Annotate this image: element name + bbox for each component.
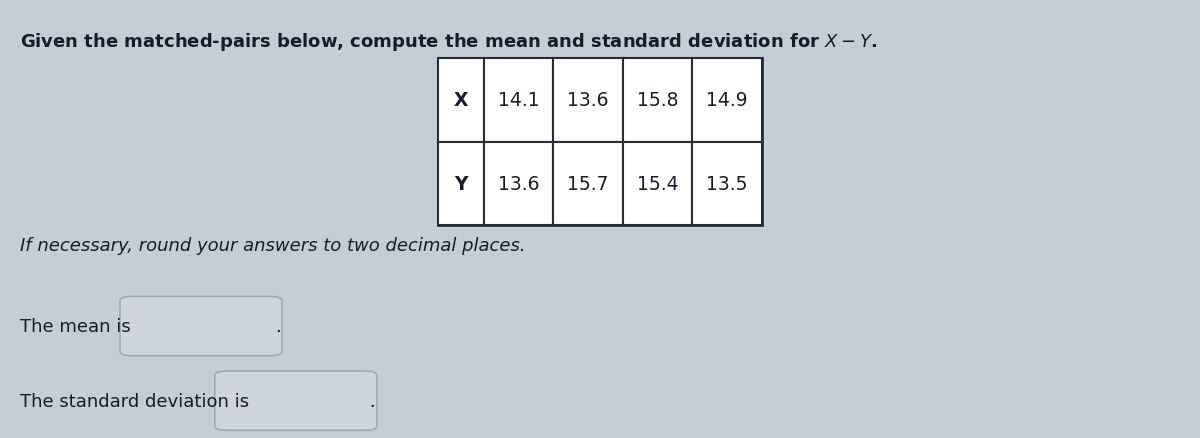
Text: 13.6: 13.6 xyxy=(498,174,539,194)
Text: The standard deviation is: The standard deviation is xyxy=(20,392,250,410)
Text: 15.7: 15.7 xyxy=(568,174,608,194)
Text: Given the matched-pairs below, compute the mean and standard deviation for $X - : Given the matched-pairs below, compute t… xyxy=(20,31,877,53)
Text: 13.6: 13.6 xyxy=(568,91,608,110)
Text: 14.1: 14.1 xyxy=(498,91,539,110)
Bar xyxy=(692,142,762,226)
Text: .: . xyxy=(370,392,376,410)
FancyBboxPatch shape xyxy=(120,297,282,356)
Bar xyxy=(484,59,553,142)
Bar xyxy=(623,142,692,226)
Text: If necessary, round your answers to two decimal places.: If necessary, round your answers to two … xyxy=(20,236,526,254)
Text: 14.9: 14.9 xyxy=(707,91,748,110)
Text: .: . xyxy=(275,317,281,336)
Text: 13.5: 13.5 xyxy=(707,174,748,194)
Bar xyxy=(692,59,762,142)
Text: Y: Y xyxy=(454,174,468,194)
Text: 15.8: 15.8 xyxy=(637,91,678,110)
Bar xyxy=(553,142,623,226)
Text: X: X xyxy=(454,91,468,110)
Bar xyxy=(438,59,762,226)
Text: The mean is: The mean is xyxy=(20,317,131,336)
Bar xyxy=(553,59,623,142)
Bar xyxy=(438,142,484,226)
Bar xyxy=(438,59,484,142)
FancyBboxPatch shape xyxy=(215,371,377,430)
Bar xyxy=(484,142,553,226)
Bar xyxy=(623,59,692,142)
Text: 15.4: 15.4 xyxy=(637,174,678,194)
